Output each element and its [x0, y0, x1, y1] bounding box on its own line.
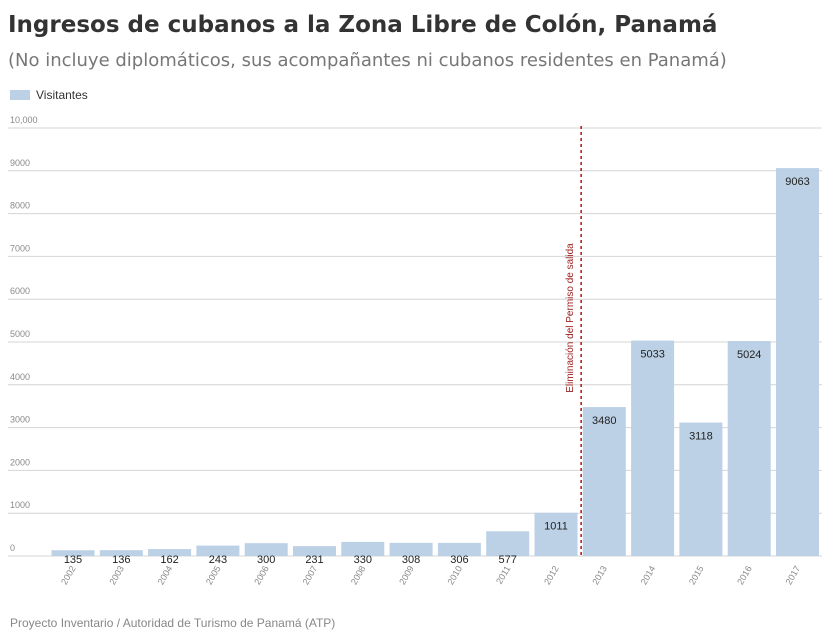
bar	[776, 168, 819, 556]
data-label: 5033	[640, 349, 664, 361]
x-tick-label: 2012	[542, 564, 561, 586]
x-tick-label: 2014	[639, 564, 658, 586]
x-tick-label: 2017	[784, 564, 803, 586]
bar	[389, 542, 433, 556]
y-tick-label: 6000	[10, 286, 30, 296]
bar	[244, 543, 288, 556]
y-tick-label: 4000	[10, 372, 30, 382]
y-tick-label: 8000	[10, 201, 30, 211]
y-tick-label: 2000	[10, 457, 30, 467]
data-label: 3118	[689, 431, 713, 443]
bar	[486, 531, 530, 556]
data-label: 577	[499, 554, 517, 566]
data-label: 136	[112, 554, 130, 566]
bar	[341, 541, 385, 556]
data-label: 5024	[737, 349, 761, 361]
x-tick-label: 2010	[445, 564, 464, 586]
bar	[582, 407, 626, 556]
bar	[293, 546, 336, 556]
x-tick-label: 2015	[687, 564, 706, 586]
x-tick-label: 2013	[590, 564, 609, 586]
data-label: 308	[402, 554, 420, 566]
y-tick-label: 9000	[10, 158, 30, 168]
data-label: 1011	[544, 521, 568, 533]
x-tick-label: 2003	[107, 564, 126, 586]
bar	[534, 512, 578, 556]
y-tick-label: 0	[10, 543, 15, 553]
event-annotation-label: Eliminación del Permiso de salida	[565, 243, 576, 393]
y-tick-label: 7000	[10, 243, 30, 253]
y-tick-label: 1000	[10, 500, 30, 510]
x-tick-label: 2007	[301, 564, 320, 586]
data-label: 3480	[592, 415, 616, 427]
y-tick-label: 5000	[10, 329, 30, 339]
legend-swatch	[10, 90, 30, 100]
y-tick-label: 10,000	[10, 115, 38, 125]
x-tick-label: 2009	[397, 564, 416, 586]
x-tick-label: 2005	[204, 564, 223, 586]
x-tick-label: 2008	[349, 564, 368, 586]
data-label: 243	[209, 554, 227, 566]
bar	[99, 550, 143, 556]
legend: Visitantes	[10, 88, 88, 102]
chart-subtitle: (No incluye diplomáticos, sus acompañant…	[8, 50, 727, 71]
data-label: 306	[450, 554, 468, 566]
data-label: 231	[305, 554, 323, 566]
bar	[631, 340, 675, 556]
chart-title: Ingresos de cubanos a la Zona Libre de C…	[8, 12, 718, 38]
data-label: 300	[257, 554, 275, 566]
data-label: 9063	[785, 176, 809, 188]
y-tick-label: 3000	[10, 415, 30, 425]
x-tick-label: 2002	[59, 564, 78, 586]
bar	[727, 340, 771, 556]
source-note: Proyecto Inventario / Autoridad de Turis…	[10, 616, 336, 630]
x-tick-label: 2011	[494, 564, 512, 586]
data-label: 135	[64, 554, 82, 566]
x-tick-label: 2006	[252, 564, 271, 586]
legend-label: Visitantes	[36, 88, 88, 102]
x-tick-label: 2016	[735, 564, 754, 586]
data-label: 162	[160, 554, 178, 566]
bar	[679, 422, 723, 556]
bar	[437, 542, 481, 556]
data-label: 330	[354, 554, 372, 566]
bar	[196, 545, 240, 556]
bar	[51, 550, 95, 556]
bar	[148, 549, 192, 556]
x-tick-label: 2004	[156, 564, 175, 586]
